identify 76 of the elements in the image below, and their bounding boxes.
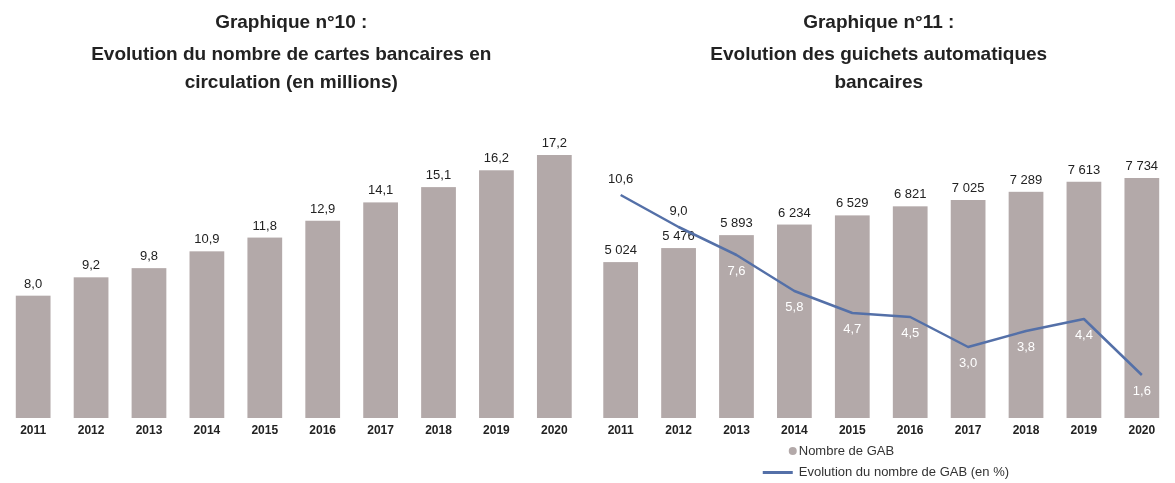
data-label: 6 821 xyxy=(893,186,927,202)
data-label: 5 893 xyxy=(720,215,753,231)
bar xyxy=(892,206,928,418)
data-label: 5,8 xyxy=(785,299,804,314)
bar xyxy=(131,268,167,418)
bar xyxy=(1066,181,1102,418)
data-label: 9,8 xyxy=(139,248,159,264)
data-label: 9,0 xyxy=(669,203,688,218)
data-label: 10,6 xyxy=(608,171,634,186)
bar xyxy=(1008,191,1044,418)
bar xyxy=(73,277,109,418)
x-tick-label: 2015 xyxy=(838,423,866,437)
data-label: 8,0 xyxy=(24,275,43,291)
x-tick-label: 2012 xyxy=(77,423,105,437)
bar xyxy=(479,170,514,418)
x-tick-label: 2019 xyxy=(1070,423,1098,437)
bar xyxy=(777,224,812,418)
data-label: 4,5 xyxy=(901,325,920,340)
chart-subtitle: Evolution des guichets automatiques bancaires xyxy=(710,43,1048,92)
data-label: 10,9 xyxy=(194,231,220,247)
bar xyxy=(834,215,870,418)
x-tick-label: 2016 xyxy=(309,423,337,437)
data-label: 9,2 xyxy=(82,257,101,273)
x-tick-label: 2017 xyxy=(954,423,982,437)
x-tick-label: 2020 xyxy=(540,423,569,437)
data-label: 5 476 xyxy=(662,228,695,244)
chart-title: Graphique n°11 : xyxy=(803,11,955,32)
data-label: 7,6 xyxy=(727,263,746,278)
bar xyxy=(421,187,456,418)
data-label: 3,8 xyxy=(1016,339,1036,354)
x-tick-label: 2014 xyxy=(781,423,809,437)
x-tick-label: 2017 xyxy=(367,423,395,437)
data-label: 6 529 xyxy=(836,195,869,211)
x-tick-label: 2018 xyxy=(1012,423,1040,437)
data-label: 14,1 xyxy=(367,182,394,198)
x-tick-label: 2020 xyxy=(1128,423,1156,437)
data-label: 7 734 xyxy=(1125,158,1159,173)
data-label: 1,6 xyxy=(1132,383,1151,398)
x-tick-label: 2015 xyxy=(251,423,279,437)
legend-label: Evolution du nombre de GAB (en %) xyxy=(798,464,1010,479)
data-label: 3,0 xyxy=(959,355,978,370)
bar xyxy=(603,262,639,418)
data-label: 6 234 xyxy=(778,204,811,220)
x-tick-label: 2014 xyxy=(193,423,221,437)
data-label: 15,1 xyxy=(425,167,452,183)
data-label: 16,2 xyxy=(483,150,510,166)
x-tick-label: 2019 xyxy=(483,423,511,437)
chart-title: Graphique n°10 : xyxy=(215,11,368,32)
x-tick-label: 2011 xyxy=(20,423,47,437)
x-tick-label: 2013 xyxy=(135,423,163,437)
bar xyxy=(661,248,696,418)
data-label: 4,4 xyxy=(1074,327,1093,342)
legend-label: Nombre de GAB xyxy=(798,443,895,458)
bar xyxy=(15,295,51,418)
x-tick-label: 2013 xyxy=(723,423,751,437)
bar xyxy=(363,202,398,418)
x-tick-label: 2012 xyxy=(665,423,693,437)
data-label: 12,9 xyxy=(310,200,336,216)
chart-subtitle: Evolution du nombre de cartes bancaires en circulation (en millions) xyxy=(91,43,492,92)
bar xyxy=(189,251,225,418)
bar xyxy=(536,155,572,418)
bar xyxy=(719,235,754,418)
data-label: 7 613 xyxy=(1067,161,1101,177)
x-tick-label: 2018 xyxy=(425,423,453,437)
data-label: 7 289 xyxy=(1009,171,1043,187)
bar xyxy=(247,237,283,418)
data-label: 4,7 xyxy=(843,321,862,336)
bar xyxy=(1124,178,1160,418)
data-label: 17,2 xyxy=(541,135,567,150)
x-tick-label: 2016 xyxy=(896,423,924,437)
bar xyxy=(950,200,986,418)
data-label: 5 024 xyxy=(604,242,637,258)
data-label: 7 025 xyxy=(951,180,985,195)
bar xyxy=(305,220,341,418)
data-label: 11,8 xyxy=(252,217,277,233)
x-tick-label: 2011 xyxy=(607,423,634,437)
